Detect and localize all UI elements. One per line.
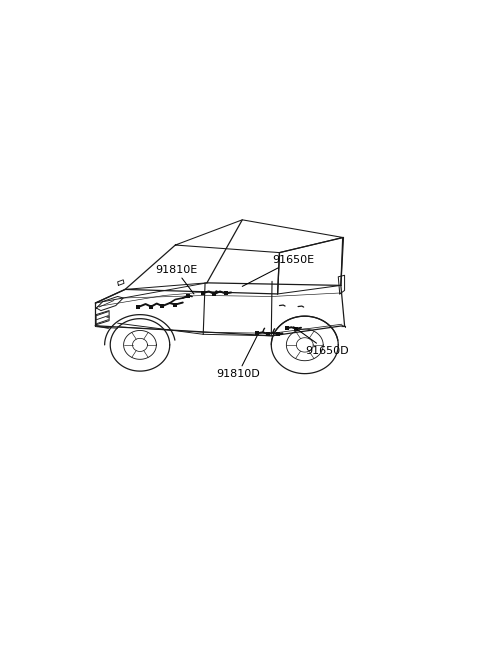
Text: 91810E: 91810E xyxy=(155,265,197,294)
Text: 91650E: 91650E xyxy=(242,255,314,286)
Text: 91810D: 91810D xyxy=(216,336,260,379)
Text: 91650D: 91650D xyxy=(294,327,349,356)
